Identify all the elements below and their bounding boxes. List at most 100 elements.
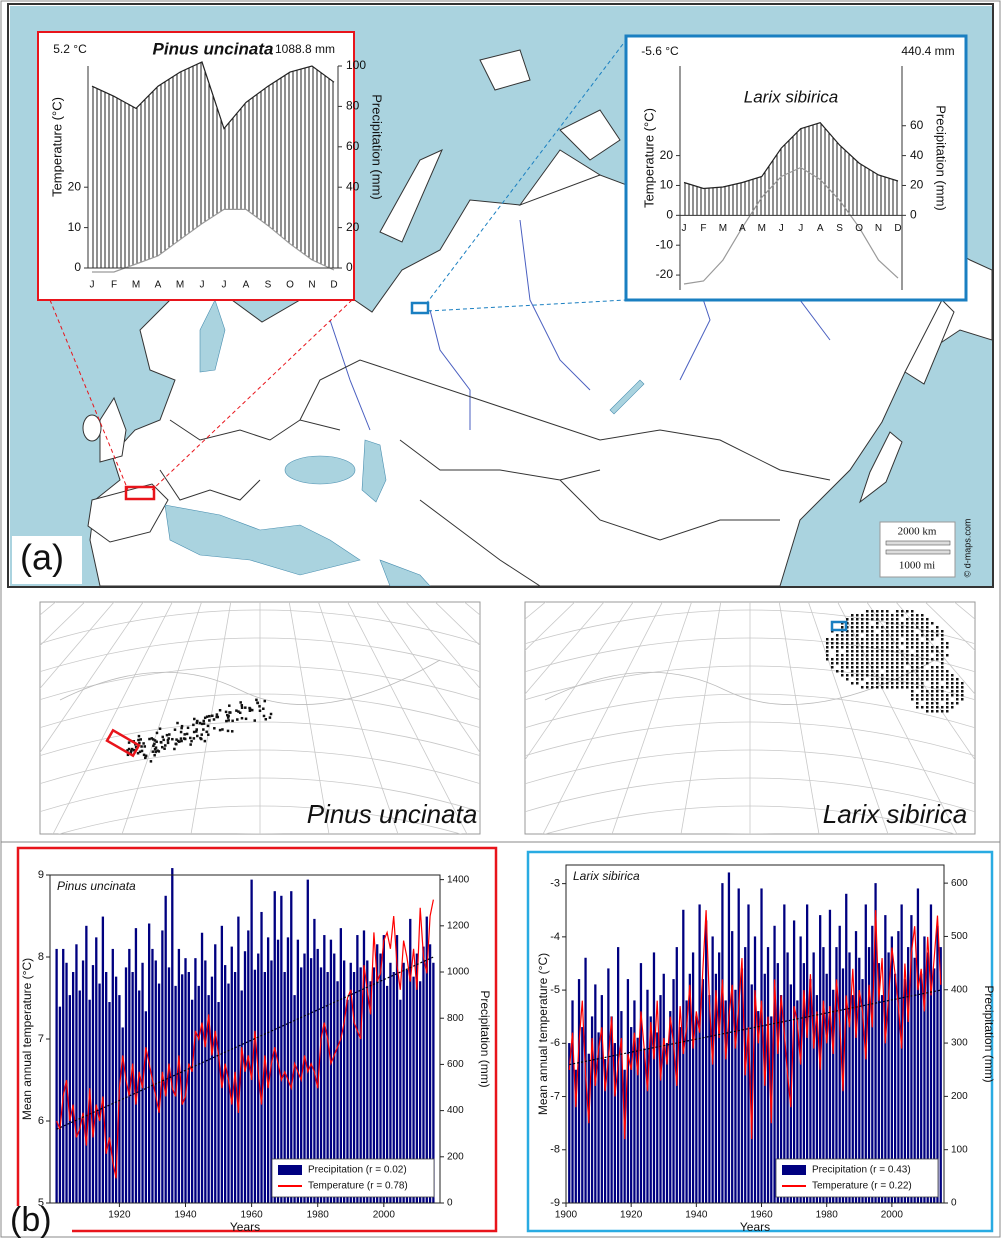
occurrence	[901, 682, 904, 685]
occurrence	[851, 630, 854, 633]
occurrence	[836, 638, 839, 641]
occurrence	[881, 626, 884, 629]
occurrence	[906, 670, 909, 673]
occurrence	[239, 701, 242, 704]
occurrence	[841, 666, 844, 669]
occurrence	[951, 674, 954, 677]
occurrence	[931, 638, 934, 641]
occurrence	[886, 654, 889, 657]
precipitation-bar	[702, 979, 704, 1203]
occurrence	[866, 626, 869, 629]
precipitation-bar	[260, 912, 262, 1203]
occurrence	[196, 720, 199, 723]
occurrence	[201, 723, 204, 726]
precipitation-bar	[221, 926, 223, 1203]
occurrence	[876, 650, 879, 653]
x-tick-label: 2000	[881, 1210, 904, 1221]
occurrence	[831, 658, 834, 661]
occurrence	[258, 705, 261, 708]
precipitation-bar	[92, 965, 94, 1203]
occurrence	[876, 674, 879, 677]
legend-label: Temperature (r = 0.22)	[812, 1181, 912, 1192]
occurrence	[254, 719, 257, 722]
month-label: M	[719, 223, 727, 234]
occurrence	[856, 670, 859, 673]
occurrence	[881, 682, 884, 685]
occurrence	[906, 674, 909, 677]
y2-tick-label: 0	[447, 1198, 453, 1209]
occurrence	[906, 678, 909, 681]
occurrence	[906, 658, 909, 661]
occurrence	[225, 720, 228, 723]
y-tick-label: 0	[74, 260, 81, 274]
occurrence	[886, 666, 889, 669]
occurrence	[936, 694, 939, 697]
precipitation-bar	[237, 917, 239, 1203]
parallel	[20, 834, 500, 874]
occurrence	[916, 642, 919, 645]
occurrence	[926, 618, 929, 621]
occurrence	[951, 690, 954, 693]
occurrence	[876, 626, 879, 629]
occurrence	[881, 630, 884, 633]
occurrence	[871, 610, 874, 613]
occurrence	[916, 662, 919, 665]
precipitation-bar	[643, 1048, 645, 1203]
occurrence	[911, 622, 914, 625]
legend-label: Temperature (r = 0.78)	[308, 1181, 408, 1192]
occurrence	[936, 658, 939, 661]
occurrence	[926, 670, 929, 673]
occurrence	[931, 694, 934, 697]
occurrence	[237, 710, 240, 713]
occurrence	[856, 626, 859, 629]
temperature-annotation: 5.2 °C	[53, 42, 87, 56]
precipitation-bar	[760, 888, 762, 1203]
occurrence	[921, 630, 924, 633]
occurrence	[876, 666, 879, 669]
occurrence	[841, 646, 844, 649]
occurrence	[144, 745, 147, 748]
occurrence	[886, 658, 889, 661]
precipitation-bar	[161, 930, 163, 1203]
occurrence	[836, 642, 839, 645]
occurrence	[921, 686, 924, 689]
occurrence	[891, 630, 894, 633]
occurrence	[891, 618, 894, 621]
month-label: N	[875, 223, 882, 234]
occurrence	[866, 634, 869, 637]
precipitation-bar	[764, 974, 766, 1203]
occurrence	[202, 728, 205, 731]
y2-tick-label: 1200	[447, 920, 470, 931]
occurrence	[856, 674, 859, 677]
occurrence	[866, 622, 869, 625]
y-axis-title: Temperature (°C)	[641, 108, 656, 208]
occurrence	[826, 646, 829, 649]
occurrence	[961, 690, 964, 693]
occurrence	[851, 642, 854, 645]
occurrence	[154, 739, 157, 742]
occurrence	[841, 626, 844, 629]
occurrence	[871, 678, 874, 681]
occurrence	[139, 738, 142, 741]
y2-tick-label: 300	[951, 1038, 968, 1049]
month-label: S	[265, 280, 272, 291]
occurrence	[896, 634, 899, 637]
precipitation-bar	[155, 960, 157, 1203]
occurrence	[200, 738, 203, 741]
occurrence	[229, 711, 232, 714]
y-tick-label: -4	[550, 931, 560, 943]
occurrence	[946, 678, 949, 681]
occurrence	[264, 700, 267, 703]
occurrence	[926, 642, 929, 645]
occurrence	[231, 730, 234, 733]
occurrence	[921, 666, 924, 669]
precipitation-bar	[607, 968, 609, 1203]
occurrence	[886, 686, 889, 689]
occurrence	[916, 634, 919, 637]
occurrence	[911, 694, 914, 697]
occurrence	[167, 739, 170, 742]
occurrence	[931, 674, 934, 677]
precipitation-annotation: 1088.8 mm	[275, 42, 335, 56]
occurrence	[941, 634, 944, 637]
occurrence	[881, 662, 884, 665]
